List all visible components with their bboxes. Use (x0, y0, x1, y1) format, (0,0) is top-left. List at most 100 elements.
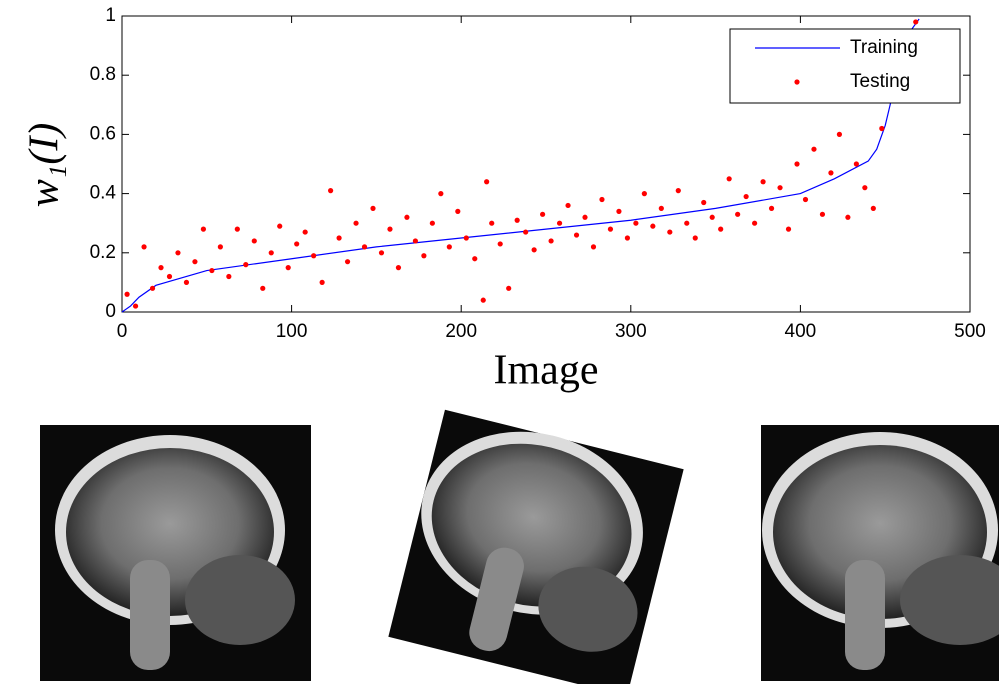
testing-point (802, 196, 809, 203)
testing-point (378, 250, 385, 256)
testing-point (132, 303, 139, 309)
testing-point (556, 220, 563, 226)
testing-point (455, 208, 461, 214)
testing-point (412, 238, 419, 244)
testing-point (607, 226, 614, 232)
x-tick-label: 400 (785, 321, 817, 342)
legend-label: Testing (850, 71, 910, 92)
y-tick-label: 0.8 (90, 64, 116, 85)
legend-label: Training (850, 37, 918, 58)
testing-point (463, 235, 469, 241)
testing-point (234, 226, 240, 232)
testing-point (768, 205, 775, 211)
testing-point (302, 229, 308, 235)
testing-point (429, 220, 435, 226)
testing-point (472, 256, 478, 262)
testing-point (260, 285, 266, 291)
x-tick-label: 500 (954, 321, 986, 342)
testing-point (718, 226, 724, 232)
testing-point (370, 205, 376, 211)
y-tick-label: 0 (105, 301, 116, 322)
testing-point (862, 185, 868, 191)
testing-point (531, 247, 537, 253)
testing-point (675, 188, 681, 194)
testing-point (836, 131, 843, 137)
testing-point (209, 267, 215, 274)
mri-image (761, 425, 999, 681)
testing-point (243, 262, 249, 268)
testing-point (361, 244, 368, 250)
testing-point (828, 170, 834, 176)
testing-point (879, 125, 885, 132)
testing-point (497, 241, 503, 247)
mri-image (40, 425, 311, 681)
testing-point (200, 226, 207, 232)
y-tick-label: 0.2 (90, 242, 116, 263)
testing-point (701, 199, 707, 206)
testing-point (726, 176, 732, 182)
testing-point (336, 235, 342, 241)
testing-point (777, 185, 783, 191)
testing-point (183, 279, 190, 285)
testing-point (540, 211, 546, 217)
testing-point (311, 253, 317, 259)
testing-point (616, 208, 622, 214)
testing-point (319, 279, 325, 285)
testing-point (870, 205, 876, 211)
testing-point (124, 291, 130, 297)
testing-point (624, 235, 631, 241)
testing-point (226, 273, 232, 280)
testing-point (709, 214, 715, 220)
x-tick-label: 300 (615, 321, 647, 342)
testing-point (395, 265, 402, 271)
testing-point (667, 229, 673, 235)
testing-point (192, 259, 198, 265)
testing-point (650, 223, 656, 229)
testing-point (285, 265, 291, 271)
testing-point (590, 244, 597, 250)
testing-point (633, 220, 639, 226)
testing-point (149, 285, 156, 291)
testing-point (641, 191, 647, 197)
testing-point (692, 235, 698, 241)
testing-point (217, 244, 223, 250)
testing-point (484, 179, 490, 185)
y-tick-label: 1 (105, 5, 116, 26)
testing-point (328, 188, 334, 194)
testing-point (438, 191, 444, 197)
testing-point (684, 220, 690, 226)
testing-point (658, 205, 664, 211)
testing-point (794, 161, 800, 167)
testing-point (752, 220, 758, 226)
y-tick-label: 0.4 (90, 183, 117, 204)
testing-point (294, 241, 300, 247)
legend-swatch (794, 79, 800, 85)
x-tick-label: 0 (117, 321, 128, 342)
testing-point (404, 214, 410, 220)
testing-point (175, 250, 181, 256)
testing-point (277, 223, 283, 229)
x-tick-label: 100 (276, 321, 308, 342)
testing-point (141, 244, 147, 250)
testing-point (268, 250, 274, 256)
testing-point (811, 146, 817, 152)
testing-point (565, 202, 571, 209)
legend (729, 28, 961, 104)
testing-point (514, 217, 520, 223)
testing-point (853, 161, 859, 167)
testing-point (480, 297, 486, 303)
testing-point (523, 229, 529, 235)
y-axis-label: w₁(I) (22, 123, 68, 208)
testing-point (582, 214, 588, 220)
testing-point (353, 220, 359, 226)
testing-point (743, 193, 749, 200)
testing-point (819, 211, 826, 217)
testing-point (573, 232, 580, 238)
testing-point (760, 179, 766, 185)
testing-point (913, 19, 919, 25)
testing-point (489, 220, 495, 226)
testing-point (506, 285, 512, 291)
testing-point (446, 244, 452, 250)
testing-point (166, 273, 173, 280)
